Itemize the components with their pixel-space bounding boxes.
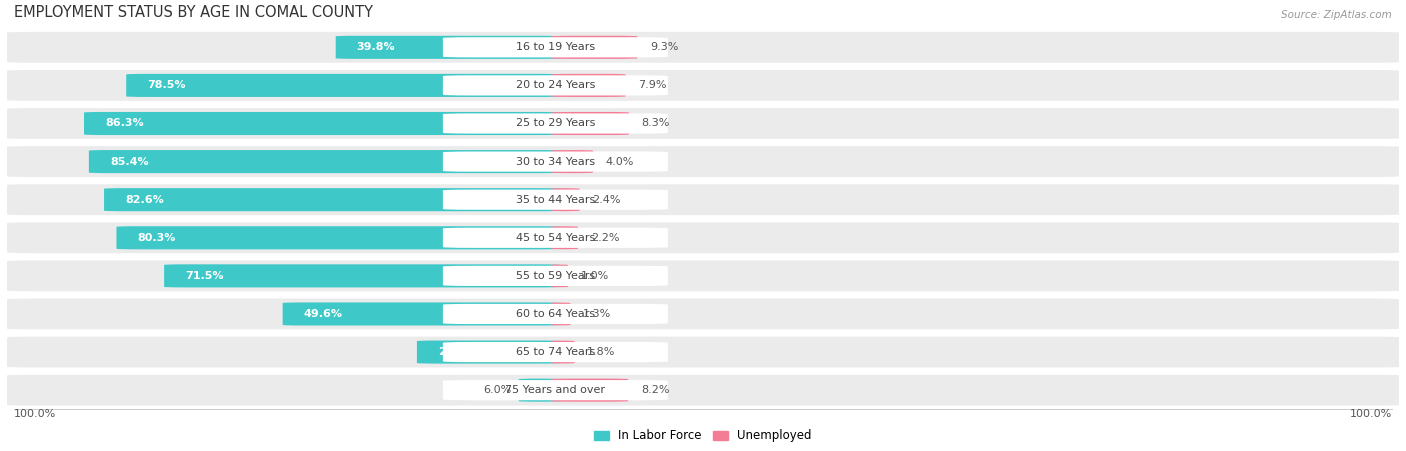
- Text: 45 to 54 Years: 45 to 54 Years: [516, 233, 595, 243]
- FancyBboxPatch shape: [443, 342, 668, 362]
- FancyBboxPatch shape: [551, 188, 579, 211]
- Text: 80.3%: 80.3%: [138, 233, 176, 243]
- Text: Source: ZipAtlas.com: Source: ZipAtlas.com: [1281, 10, 1392, 20]
- Text: 6.0%: 6.0%: [484, 385, 512, 395]
- Text: 8.2%: 8.2%: [641, 385, 669, 395]
- FancyBboxPatch shape: [7, 336, 1399, 368]
- FancyBboxPatch shape: [127, 74, 560, 97]
- FancyBboxPatch shape: [104, 188, 560, 211]
- FancyBboxPatch shape: [7, 375, 1399, 405]
- FancyBboxPatch shape: [7, 146, 1399, 177]
- Text: 1.0%: 1.0%: [581, 271, 609, 281]
- FancyBboxPatch shape: [418, 341, 560, 364]
- FancyBboxPatch shape: [519, 379, 560, 402]
- Text: 55 to 59 Years: 55 to 59 Years: [516, 271, 595, 281]
- FancyBboxPatch shape: [550, 303, 572, 326]
- FancyBboxPatch shape: [7, 70, 1399, 101]
- FancyBboxPatch shape: [165, 264, 560, 287]
- FancyBboxPatch shape: [443, 152, 668, 172]
- FancyBboxPatch shape: [283, 303, 560, 326]
- Text: 8.3%: 8.3%: [641, 119, 671, 129]
- Text: 24.8%: 24.8%: [439, 347, 477, 357]
- Text: 71.5%: 71.5%: [186, 271, 224, 281]
- Text: 60 to 64 Years: 60 to 64 Years: [516, 309, 595, 319]
- FancyBboxPatch shape: [443, 37, 668, 57]
- FancyBboxPatch shape: [443, 380, 668, 400]
- Text: 30 to 34 Years: 30 to 34 Years: [516, 156, 595, 166]
- FancyBboxPatch shape: [7, 260, 1399, 291]
- FancyBboxPatch shape: [7, 299, 1399, 329]
- Text: 65 to 74 Years: 65 to 74 Years: [516, 347, 595, 357]
- FancyBboxPatch shape: [551, 150, 593, 173]
- Text: 16 to 19 Years: 16 to 19 Years: [516, 42, 595, 52]
- Text: 20 to 24 Years: 20 to 24 Years: [516, 80, 595, 90]
- Text: 100.0%: 100.0%: [14, 409, 56, 419]
- FancyBboxPatch shape: [7, 32, 1399, 63]
- FancyBboxPatch shape: [84, 112, 560, 135]
- FancyBboxPatch shape: [551, 36, 637, 59]
- Text: 1.3%: 1.3%: [583, 309, 612, 319]
- FancyBboxPatch shape: [551, 112, 628, 135]
- Text: 25 to 29 Years: 25 to 29 Years: [516, 119, 595, 129]
- Text: 82.6%: 82.6%: [125, 195, 165, 205]
- FancyBboxPatch shape: [89, 150, 560, 173]
- FancyBboxPatch shape: [547, 264, 572, 287]
- FancyBboxPatch shape: [443, 228, 668, 248]
- FancyBboxPatch shape: [7, 184, 1399, 215]
- FancyBboxPatch shape: [551, 379, 628, 402]
- Text: 39.8%: 39.8%: [357, 42, 395, 52]
- Text: EMPLOYMENT STATUS BY AGE IN COMAL COUNTY: EMPLOYMENT STATUS BY AGE IN COMAL COUNTY: [14, 5, 373, 20]
- Text: 75 Years and over: 75 Years and over: [505, 385, 606, 395]
- FancyBboxPatch shape: [336, 36, 560, 59]
- Text: 78.5%: 78.5%: [148, 80, 186, 90]
- Text: 2.4%: 2.4%: [592, 195, 621, 205]
- FancyBboxPatch shape: [551, 341, 575, 364]
- Text: 35 to 44 Years: 35 to 44 Years: [516, 195, 595, 205]
- FancyBboxPatch shape: [551, 74, 626, 97]
- FancyBboxPatch shape: [443, 75, 668, 96]
- Text: 100.0%: 100.0%: [1350, 409, 1392, 419]
- Text: 85.4%: 85.4%: [110, 156, 149, 166]
- Text: 49.6%: 49.6%: [304, 309, 343, 319]
- Text: 4.0%: 4.0%: [606, 156, 634, 166]
- Text: 7.9%: 7.9%: [638, 80, 666, 90]
- FancyBboxPatch shape: [117, 226, 560, 249]
- FancyBboxPatch shape: [443, 304, 668, 324]
- FancyBboxPatch shape: [7, 222, 1399, 253]
- FancyBboxPatch shape: [443, 113, 668, 133]
- Text: 1.8%: 1.8%: [588, 347, 616, 357]
- FancyBboxPatch shape: [7, 108, 1399, 139]
- Legend: In Labor Force, Unemployed: In Labor Force, Unemployed: [595, 429, 811, 442]
- Text: 2.2%: 2.2%: [591, 233, 619, 243]
- FancyBboxPatch shape: [551, 226, 578, 249]
- Text: 86.3%: 86.3%: [105, 119, 143, 129]
- FancyBboxPatch shape: [443, 189, 668, 210]
- FancyBboxPatch shape: [443, 266, 668, 286]
- Text: 9.3%: 9.3%: [650, 42, 679, 52]
